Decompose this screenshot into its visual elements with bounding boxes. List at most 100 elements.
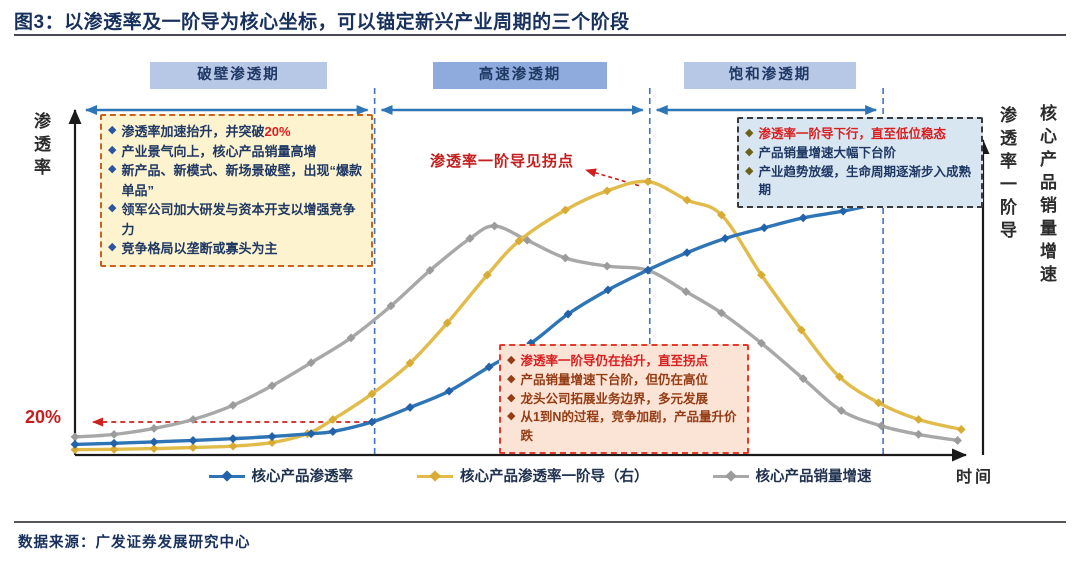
callout-text: 龙头公司拓展业务边界，多元发展 [520, 391, 708, 406]
data-point-diamond-icon [836, 406, 846, 416]
data-point-diamond-icon [563, 309, 573, 319]
callout-text: 渗透率一阶导下行，直至低位稳态 [758, 127, 946, 141]
data-point-diamond-icon [267, 432, 277, 441]
data-point-diamond-icon [328, 415, 338, 424]
data-point-diamond-icon [306, 429, 316, 439]
phase-label-breakthrough: 破壁渗透期 [150, 62, 327, 89]
callout-text: 从1到N的过程，竞争加剧，产品量升价跌 [520, 410, 737, 443]
data-point-diamond-icon [367, 417, 377, 427]
data-point-diamond-icon [442, 318, 452, 328]
callout-bullet: ◆ 产业趋势放缓，生命周期逐渐步入成熟期 [745, 163, 973, 201]
legend-item-first-derivative: 核心产品渗透率一阶导（右） [417, 465, 649, 486]
legend-swatch-yellow-icon [417, 469, 453, 482]
data-point-diamond-icon [682, 195, 692, 205]
data-point-diamond-icon [874, 398, 883, 408]
callout-bullet: ◆ 产业景气向上，核心产品销量高增 [108, 142, 363, 162]
data-point-diamond-icon [444, 386, 454, 396]
callout-bullet: ◆ 领军公司加大研发与资本开支以增强竞争力 [108, 200, 363, 239]
data-point-diamond-icon [306, 358, 316, 368]
callout-bullet: ◆ 渗透率一阶导仍在抬升，直至拐点 [507, 352, 739, 371]
data-point-diamond-icon [560, 253, 570, 263]
callout-breakthrough-phase: ◆ 渗透率加速抬升，并突破20% ◆ 产业景气向上，核心产品销量高增 ◆ 新产品… [100, 114, 373, 267]
data-point-diamond-icon [682, 248, 692, 258]
data-point-diamond-icon [149, 444, 159, 454]
phase-label-highspeed: 高速渗透期 [433, 62, 607, 89]
data-point-diamond-icon [482, 270, 492, 280]
phase-label-saturation: 饱和渗透期 [684, 62, 856, 89]
data-point-diamond-icon [109, 430, 119, 439]
data-point-diamond-icon [560, 205, 570, 215]
data-point-diamond-icon [484, 362, 494, 372]
data-point-diamond-icon [514, 236, 524, 246]
data-point-diamond-icon [602, 261, 612, 271]
series-2 [70, 221, 962, 445]
data-point-diamond-icon [759, 223, 769, 233]
diamond-bullet-icon: ◆ [108, 202, 117, 214]
data-point-diamond-icon [643, 177, 653, 187]
threshold-label-20pct: 20% [25, 407, 62, 427]
data-point-diamond-icon [228, 434, 238, 444]
callout-bullet: ◆ 从1到N的过程，竞争加剧，产品量升价跌 [507, 408, 739, 446]
callout-highspeed-phase: ◆ 渗透率一阶导仍在抬升，直至拐点 ◆ 产品销量增速下台阶，但仍在高位 ◆ 龙头… [499, 344, 749, 454]
callout-bullet: ◆ 竞争格局以垄断或寡头为主 [108, 239, 363, 259]
data-point-diamond-icon [346, 333, 356, 343]
legend-label: 核心产品渗透率一阶导（右） [460, 469, 649, 485]
diamond-bullet-icon: ◆ [108, 143, 117, 156]
data-point-diamond-icon [956, 425, 966, 434]
data-point-diamond-icon [425, 266, 435, 275]
diamond-bullet-icon: ◆ [507, 354, 516, 366]
data-point-diamond-icon [188, 443, 198, 452]
diamond-bullet-icon: ◆ [507, 391, 516, 404]
callout-bullet: ◆ 龙头公司拓展业务边界，多元发展 [507, 390, 739, 409]
y-axis-label-right-outer: 核心产品销量增速 [1037, 104, 1056, 288]
callout-text: 产品销量增速下台阶，但仍在高位 [520, 372, 708, 387]
data-point-diamond-icon [70, 445, 80, 455]
diamond-bullet-icon: ◆ [745, 127, 754, 139]
data-point-diamond-icon [717, 308, 726, 318]
data-source: 数据来源：广发证券发展研究中心 [18, 535, 251, 551]
callout-text: 渗透率一阶导仍在抬升，直至拐点 [520, 354, 708, 368]
legend-item-sales-growth: 核心产品销量增速 [712, 465, 872, 486]
data-point-diamond-icon [70, 439, 80, 449]
callout-bullet: ◆ 产品销量增速下台阶，但仍在高位 [507, 371, 739, 390]
data-point-diamond-icon [405, 403, 415, 412]
series-1 [70, 177, 966, 455]
callout-bullet: ◆ 产品销量增速大幅下台阶 [745, 144, 973, 163]
callout-text: 领军公司加大研发与资本开支以增强竞争力 [121, 202, 356, 237]
data-point-diamond-icon [798, 374, 808, 384]
data-point-diamond-icon [109, 438, 119, 448]
footer-divider [14, 521, 1066, 523]
callout-text: 竞争格局以垄断或寡头为主 [121, 241, 278, 256]
data-point-diamond-icon [914, 430, 923, 439]
legend-swatch-gray-icon [712, 469, 749, 482]
data-point-diamond-icon [953, 436, 962, 445]
callout-text: 产业景气向上，核心产品销量高增 [121, 143, 317, 159]
data-point-diamond-icon [188, 436, 198, 445]
data-point-diamond-icon [267, 381, 277, 391]
data-point-diamond-icon [797, 325, 806, 335]
data-point-diamond-icon [720, 234, 730, 243]
data-point-diamond-icon [465, 234, 475, 243]
data-point-diamond-icon [228, 441, 238, 451]
y-axis-label-left: 渗透率 [31, 112, 50, 181]
legend-swatch-blue-icon [208, 469, 245, 482]
callout-text: 产品销量增速大幅下台阶 [758, 145, 896, 160]
legend: 核心产品渗透率 核心产品渗透率一阶导（右） 核心产品销量增速 [0, 465, 1080, 486]
diamond-bullet-icon: ◆ [108, 124, 117, 136]
callout-text: 产业趋势放缓，生命周期逐渐步入成熟期 [758, 164, 971, 198]
data-point-diamond-icon [757, 338, 766, 348]
data-point-diamond-icon [603, 285, 613, 295]
y-axis-label-right-inner: 渗透率一阶导 [997, 106, 1016, 244]
callout-saturation-phase: ◆ 渗透率一阶导下行，直至低位稳态 ◆ 产品销量增速大幅下台阶 ◆ 产业趋势放缓… [737, 117, 983, 208]
data-point-diamond-icon [798, 213, 808, 223]
figure-title: 图3：以渗透率及一阶导为核心坐标，可以锚定新兴产业周期的三个阶段 [14, 12, 630, 33]
title-divider [14, 34, 1066, 36]
diamond-bullet-icon: ◆ [745, 164, 754, 177]
callout-bullet: ◆ 渗透率加速抬升，并突破20% [108, 122, 363, 142]
data-point-diamond-icon [149, 437, 159, 447]
data-point-diamond-icon [757, 270, 766, 280]
data-point-diamond-icon [681, 287, 691, 297]
legend-item-penetration: 核心产品渗透率 [208, 465, 353, 486]
